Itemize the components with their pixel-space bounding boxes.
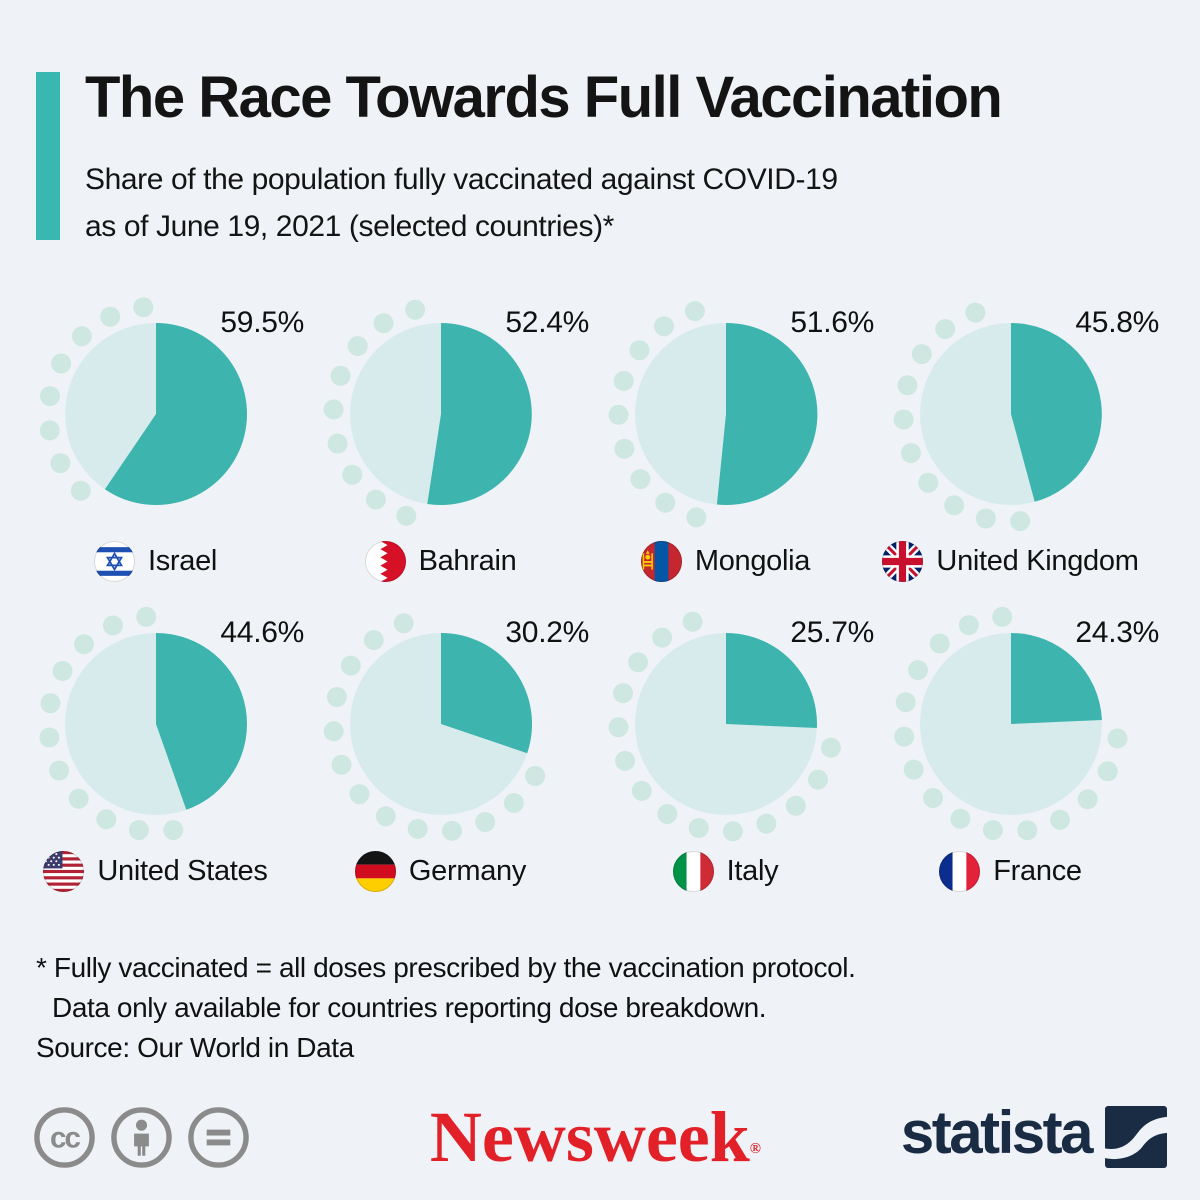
pie-chart bbox=[38, 606, 247, 841]
country-chart-germany: 30.2% Germany bbox=[298, 600, 589, 910]
attribution-icon bbox=[111, 1106, 172, 1168]
newsweek-logo: Newsweek® bbox=[430, 1101, 761, 1173]
page-title: The Race Towards Full Vaccination bbox=[85, 65, 1003, 130]
country-label-row: Bahrain bbox=[290, 540, 591, 582]
footnote-line-2: Data only available for countries report… bbox=[52, 992, 767, 1023]
country-name: Israel bbox=[147, 544, 218, 577]
statista-logo: statista bbox=[900, 1099, 1167, 1168]
country-name: Bahrain bbox=[418, 544, 517, 577]
percent-label: 59.5% bbox=[220, 306, 304, 339]
footnotes: * Fully vaccinated = all doses prescribe… bbox=[36, 948, 856, 1068]
pie-chart bbox=[893, 606, 1127, 841]
country-chart-united-states: 44.6% United States bbox=[13, 600, 304, 910]
country-label-row: Mongolia bbox=[575, 540, 876, 582]
country-label-row: Israel bbox=[5, 540, 306, 582]
pie-chart bbox=[323, 299, 532, 526]
flag-icon-mongolia bbox=[640, 540, 682, 582]
country-name: United States bbox=[97, 854, 268, 887]
percent-label: 52.4% bbox=[505, 306, 589, 339]
country-name: United Kingdom bbox=[936, 544, 1139, 577]
percent-label: 51.6% bbox=[790, 306, 874, 339]
source-line: Source: Our World in Data bbox=[36, 1032, 354, 1063]
country-chart-bahrain: 52.4% Bahrain bbox=[298, 290, 589, 600]
newsweek-trademark: ® bbox=[749, 1141, 762, 1157]
percent-label: 24.3% bbox=[1075, 616, 1159, 649]
country-chart-mongolia: 51.6% Mongolia bbox=[583, 290, 874, 600]
country-name: Mongolia bbox=[694, 544, 811, 577]
flag-icon-italy bbox=[672, 850, 714, 892]
country-label-row: Italy bbox=[575, 850, 876, 892]
flag-icon-bahrain bbox=[364, 540, 406, 582]
country-label-row: Germany bbox=[290, 850, 591, 892]
footnote-line-1: * Fully vaccinated = all doses prescribe… bbox=[36, 952, 856, 983]
country-label-row: France bbox=[860, 850, 1161, 892]
pie-chart bbox=[893, 302, 1102, 532]
page-subtitle: Share of the population fully vaccinated… bbox=[85, 156, 1165, 250]
pie-chart bbox=[323, 613, 545, 841]
flag-icon-israel bbox=[93, 540, 135, 582]
subtitle-line-1: Share of the population fully vaccinated… bbox=[85, 163, 838, 196]
percent-label: 44.6% bbox=[220, 616, 304, 649]
percent-label: 30.2% bbox=[505, 616, 589, 649]
country-name: Germany bbox=[408, 854, 527, 887]
country-chart-france: 24.3% France bbox=[868, 600, 1159, 910]
flag-icon-germany bbox=[354, 850, 396, 892]
cc-icon: cc bbox=[34, 1106, 95, 1168]
country-label-row: United Kingdom bbox=[860, 540, 1161, 582]
country-chart-israel: 59.5% Israel bbox=[13, 290, 304, 600]
pie-chart bbox=[608, 611, 841, 842]
country-name: Italy bbox=[726, 854, 779, 887]
pie-chart bbox=[39, 297, 247, 505]
country-chart-italy: 25.7% Italy bbox=[583, 600, 874, 910]
country-label-row: United States bbox=[5, 850, 306, 892]
charts-grid: 59.5% Israel 52.4% Bahrain 51.6% Mongolia 45.8… bbox=[13, 290, 1159, 910]
statista-wordmark: statista bbox=[900, 1099, 1094, 1166]
license-icons: cc bbox=[33, 1106, 250, 1169]
pie-chart bbox=[608, 301, 817, 528]
country-chart-united-kingdom: 45.8% United Kingdom bbox=[868, 290, 1159, 600]
statista-icon bbox=[1104, 1106, 1167, 1168]
newsweek-wordmark: Newsweek bbox=[429, 1097, 750, 1177]
flag-icon-united-states bbox=[43, 850, 85, 892]
percent-label: 25.7% bbox=[790, 616, 874, 649]
accent-bar bbox=[36, 72, 60, 240]
flag-icon-united-kingdom bbox=[882, 540, 924, 582]
svg-text:cc: cc bbox=[50, 1121, 80, 1154]
country-name: France bbox=[993, 854, 1082, 887]
equal-icon bbox=[188, 1106, 249, 1168]
subtitle-line-2: as of June 19, 2021 (selected countries)… bbox=[85, 210, 614, 243]
percent-label: 45.8% bbox=[1075, 306, 1159, 339]
footer: cc Newsweek® statista bbox=[33, 1098, 1167, 1176]
flag-icon-france bbox=[939, 850, 981, 892]
